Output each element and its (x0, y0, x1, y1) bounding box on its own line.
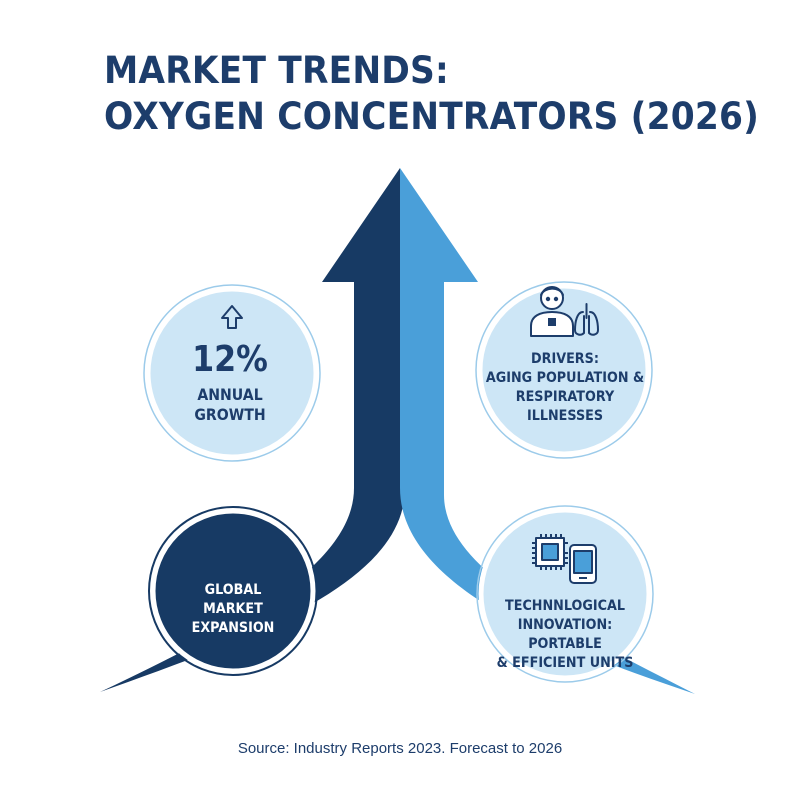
innovation-line-1: TECHNNLOGICAL (505, 598, 625, 614)
drivers-line-3: RESPIRATORY ILLNESSES (515, 389, 615, 424)
person-lungs-icon (530, 286, 599, 337)
chip-device-icon (532, 534, 597, 584)
growth-label-line-1: ANNUAL (197, 385, 263, 404)
source-note: Source: Industry Reports 2023. Forecast … (237, 740, 563, 757)
drivers-line-2: AGING POPULATION & (485, 370, 645, 386)
arrow-up-outline-icon (221, 305, 243, 329)
page-title: MARKET TRENDS: OXYGEN CONCENTRATORS (202… (104, 48, 759, 140)
drivers-bubble (477, 283, 651, 457)
blue-growth-arrow (400, 168, 695, 694)
growth-bubble (145, 286, 319, 460)
growth-value-text: 12% (192, 339, 268, 380)
innovation-line-2: INNOVATION: PORTABLE (517, 617, 613, 652)
expansion-text: GLOBAL MARKET EXPANSION (160, 581, 306, 638)
growth-label-line-2: GROWTH (194, 405, 266, 424)
title-line-2: OXYGEN CONCENTRATORS (2026) (104, 95, 760, 138)
drivers-text: DRIVERS: AGING POPULATION & RESPIRATORY … (481, 350, 648, 426)
growth-value: 12% (160, 339, 301, 381)
innovation-text: TECHNNLOGICAL INNOVATION: PORTABLE & EFF… (481, 597, 648, 673)
navy-growth-arrow (100, 168, 405, 692)
title-line-1: MARKET TRENDS: (104, 49, 449, 92)
growth-label: ANNUAL GROWTH (160, 385, 301, 425)
innovation-line-3: & EFFICIENT UNITS (496, 655, 634, 671)
expansion-line-2: MARKET EXPANSION (191, 601, 275, 636)
expansion-bubble (150, 508, 316, 674)
innovation-bubble (478, 507, 652, 681)
drivers-line-1: DRIVERS: (531, 351, 599, 367)
expansion-line-1: GLOBAL (204, 582, 262, 598)
